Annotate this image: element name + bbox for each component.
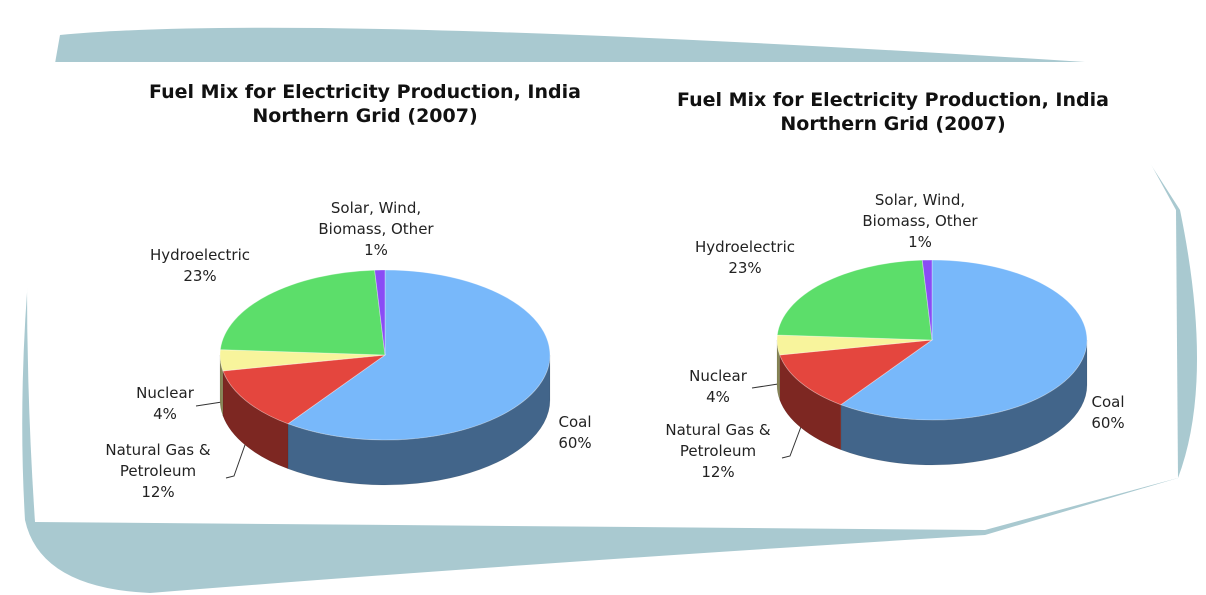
pie-slice: [840, 259, 1088, 421]
value-label: 4%: [153, 405, 177, 423]
slice-label: Solar, Wind, Biomass, Other 1%: [850, 190, 990, 253]
value-label: 23%: [183, 267, 217, 285]
pie-slice: [287, 269, 551, 441]
pie-slice: [779, 339, 934, 406]
pie-slice: [222, 354, 387, 425]
slice-label: Hydroelectric 23%: [135, 245, 265, 287]
category-label: Hydroelectric: [694, 238, 796, 256]
category-label: Solar, Wind, Biomass, Other: [862, 191, 978, 230]
leader-line: [195, 401, 223, 407]
category-label: Nuclear: [689, 367, 747, 385]
leader-line: [781, 423, 803, 459]
slice-label: Nuclear 4%: [673, 366, 763, 408]
category-label: Coal: [558, 413, 592, 431]
slice-label: Coal 60%: [545, 412, 605, 454]
slice-label: Solar, Wind, Biomass, Other 1%: [306, 198, 446, 261]
value-label: 60%: [558, 434, 592, 452]
pie-slice: [219, 269, 386, 356]
pie-slice: [219, 349, 386, 372]
category-label: Nuclear: [136, 384, 194, 402]
leader-lines: [195, 383, 803, 479]
value-label: 1%: [364, 241, 388, 259]
category-label: Coal: [1091, 393, 1125, 411]
value-label: 12%: [701, 463, 735, 481]
pie-slice: [776, 259, 933, 341]
value-label: 12%: [141, 483, 175, 501]
pie-slice: [776, 334, 933, 356]
value-label: 60%: [1091, 414, 1125, 432]
value-label: 4%: [706, 388, 730, 406]
category-label: Hydroelectric: [149, 246, 251, 264]
leader-line: [225, 441, 247, 479]
category-label: Natural Gas & Petroleum: [665, 421, 771, 460]
slice-label: Natural Gas & Petroleum 12%: [98, 440, 218, 503]
slice-label: Nuclear 4%: [120, 383, 210, 425]
slice-label: Hydroelectric 23%: [680, 237, 810, 279]
slice-label: Natural Gas & Petroleum 12%: [658, 420, 778, 483]
pie-slice: [921, 259, 933, 341]
value-label: 1%: [908, 233, 932, 251]
category-label: Solar, Wind, Biomass, Other: [318, 199, 434, 238]
chart-title: Fuel Mix for Electricity Production, Ind…: [677, 89, 1109, 135]
slice-label: Coal 60%: [1078, 392, 1138, 434]
leader-line: [751, 383, 779, 389]
pie-slice: [374, 269, 386, 356]
category-label: Natural Gas & Petroleum: [105, 441, 211, 480]
chart-title: Fuel Mix for Electricity Production, Ind…: [149, 81, 581, 127]
value-label: 23%: [728, 259, 762, 277]
